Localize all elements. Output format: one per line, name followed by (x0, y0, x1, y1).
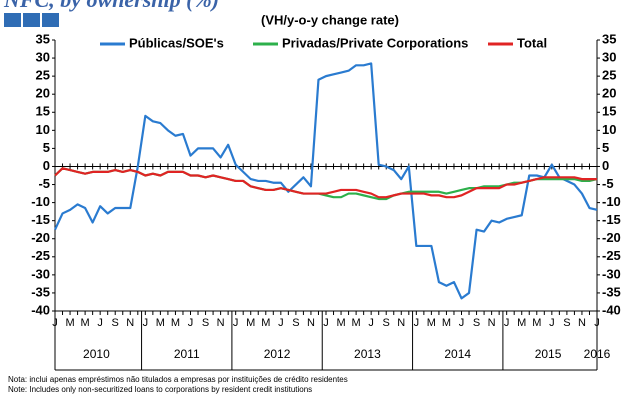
x-tick-label: J (278, 317, 284, 329)
x-tick-label: J (52, 317, 58, 329)
x-tick-label: J (143, 317, 149, 329)
x-tick-label: J (233, 317, 239, 329)
x-tick-label: J (323, 317, 329, 329)
y2-tick-label: 25 (602, 68, 616, 83)
note: Note: Includes only non-securitized loan… (8, 385, 312, 394)
x-tick-label: M (352, 317, 361, 329)
legend-label: Privadas/Private Corporations (282, 35, 468, 50)
x-tick-label: M (442, 317, 451, 329)
x-tick-label: M (156, 317, 165, 329)
y-tick-label: 20 (36, 86, 50, 101)
series-line (54, 167, 597, 199)
y2-tick-label: 0 (602, 158, 609, 173)
year-label: 2011 (174, 347, 200, 361)
x-tick-label: J (459, 317, 465, 329)
y-tick-label: -40 (31, 302, 50, 317)
x-tick-label: M (517, 317, 526, 329)
y-tick-label: 10 (36, 122, 50, 137)
y2-tick-label: -35 (602, 284, 621, 299)
y-tick-label: -25 (31, 248, 50, 263)
y2-tick-label: 5 (602, 140, 609, 155)
x-tick-label: M (532, 317, 541, 329)
x-tick-label: J (368, 317, 374, 329)
y2-tick-label: -25 (602, 248, 621, 263)
chart-title: NFC, by ownership (%) (3, 0, 219, 12)
y-tick-label: -15 (31, 212, 50, 227)
decoration (4, 13, 21, 27)
x-tick-label: M (81, 317, 90, 329)
x-tick-label: S (112, 317, 119, 329)
chart-subtitle: (VH/y-o-y change rate) (261, 12, 399, 27)
y2-tick-label: -5 (602, 176, 614, 191)
x-tick-label: S (383, 317, 390, 329)
y-tick-label: 30 (36, 50, 50, 65)
decoration (42, 13, 59, 27)
y-tick-label: 5 (43, 140, 50, 155)
y2-tick-label: -10 (602, 194, 621, 209)
x-tick-label: S (292, 317, 299, 329)
year-label: 2015 (535, 347, 562, 361)
year-label: 2012 (264, 347, 291, 361)
y-tick-label: -20 (31, 230, 50, 245)
y-tick-label: -10 (31, 194, 50, 209)
year-label: 2014 (444, 347, 471, 361)
y2-tick-label: 15 (602, 104, 616, 119)
y-tick-label: 35 (36, 31, 50, 46)
y-tick-label: -30 (31, 266, 50, 281)
y-tick-label: -35 (31, 284, 50, 299)
legend-label: Públicas/SOE's (129, 35, 224, 50)
x-tick-label: S (473, 317, 480, 329)
y2-tick-label: -40 (602, 302, 621, 317)
x-tick-label: J (549, 317, 555, 329)
y2-tick-label: 20 (602, 86, 616, 101)
legend-label: Total (517, 35, 547, 50)
note: Nota: inclui apenas empréstimos não titu… (8, 375, 348, 384)
x-tick-label: M (261, 317, 270, 329)
series-line (54, 62, 598, 300)
x-tick-label: N (578, 317, 586, 329)
x-tick-label: M (65, 317, 74, 329)
x-tick-label: J (594, 317, 600, 329)
year-label: 2016 (584, 347, 611, 361)
y2-tick-label: -15 (602, 212, 621, 227)
y-tick-label: 25 (36, 68, 50, 83)
x-tick-label: N (217, 317, 225, 329)
x-tick-label: N (307, 317, 315, 329)
x-tick-label: N (488, 317, 496, 329)
x-tick-label: S (563, 317, 570, 329)
y2-tick-label: 10 (602, 122, 616, 137)
y2-tick-label: 30 (602, 50, 616, 65)
y2-tick-label: -30 (602, 266, 621, 281)
x-tick-label: J (97, 317, 103, 329)
x-tick-label: M (246, 317, 255, 329)
decoration (23, 13, 40, 27)
y-tick-label: 15 (36, 104, 50, 119)
x-tick-label: M (427, 317, 436, 329)
x-tick-label: N (126, 317, 134, 329)
x-tick-label: M (171, 317, 180, 329)
y-tick-label: 0 (43, 158, 50, 173)
y-tick-label: -5 (38, 176, 50, 191)
x-tick-label: J (188, 317, 194, 329)
year-label: 2013 (354, 347, 381, 361)
y2-tick-label: 35 (602, 31, 616, 46)
x-tick-label: S (202, 317, 209, 329)
y2-tick-label: -20 (602, 230, 621, 245)
x-tick-label: J (504, 317, 510, 329)
x-tick-label: N (397, 317, 405, 329)
x-tick-label: M (336, 317, 345, 329)
year-label: 2010 (83, 347, 110, 361)
x-tick-label: J (414, 317, 420, 329)
